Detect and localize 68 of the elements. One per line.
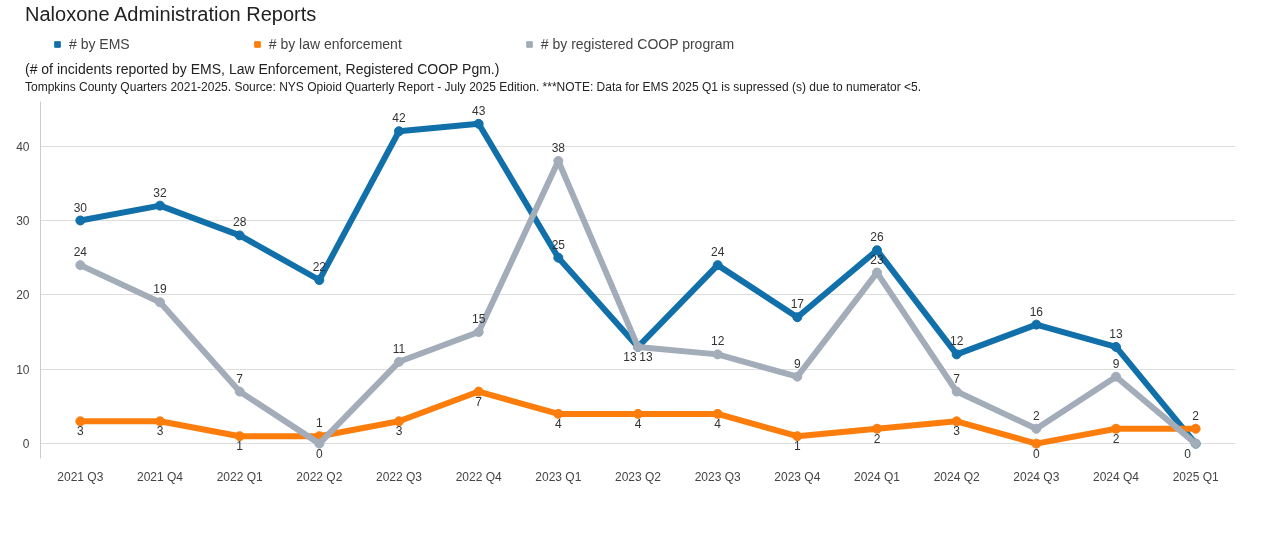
data-label: 42 (392, 110, 406, 125)
data-label: 15 (471, 311, 486, 326)
data-label: 11 (392, 341, 406, 356)
data-label: 43 (471, 103, 486, 118)
data-label: 1 (794, 438, 801, 453)
x-tick-label: 2022 Q2 (296, 469, 343, 484)
data-label: 13 (1109, 326, 1123, 341)
data-label: 24 (73, 244, 88, 259)
chart-title: Naloxone Administration Reports (25, 2, 317, 27)
data-label: 9 (1112, 356, 1120, 371)
x-tick-label: 2022 Q3 (375, 469, 423, 484)
x-tick-label: 2022 Q4 (455, 469, 503, 484)
data-label: 24 (710, 244, 725, 259)
data-label: 12 (710, 334, 725, 349)
data-label: 0 (316, 446, 323, 461)
data-label: 12 (949, 334, 964, 349)
legend-label: # by EMS (69, 35, 130, 52)
data-label: 0 (1033, 446, 1040, 461)
data-label: 7 (953, 371, 961, 386)
x-tick-label: 2024 Q1 (853, 469, 901, 484)
data-label: 2 (1192, 408, 1200, 423)
data-label: 17 (790, 296, 805, 311)
y-tick-label: 20 (16, 288, 30, 303)
x-tick-label: 2023 Q2 (614, 469, 662, 484)
data-label: 4 (634, 416, 642, 431)
data-label: 25 (551, 237, 566, 252)
y-tick-label: 10 (16, 362, 30, 377)
y-tick-label: 0 (22, 436, 30, 451)
data-label: 3 (156, 424, 164, 439)
x-tick-label: 2024 Q4 (1092, 469, 1140, 484)
legend-label: # by law enforcement (268, 35, 402, 52)
data-label: 3 (77, 424, 84, 439)
data-label: 30 (73, 200, 88, 215)
x-tick-label: 2025 Q1 (1172, 469, 1220, 484)
x-tick-label: 2023 Q3 (694, 469, 742, 484)
x-tick-label: 2022 Q1 (216, 469, 264, 484)
data-label: 4 (555, 416, 562, 431)
y-tick-label: 30 (16, 213, 30, 228)
x-tick-label: 2021 Q4 (136, 469, 184, 484)
x-tick-label: 2023 Q1 (535, 469, 582, 484)
text: Tompkins County Quarters 2021-2025. Source: NYS Opioid Quarterly Report - July 2025 Edition. ***NOTE: Data for EMS 2025 Q1 is supressed (s) due to numerator <5. (25, 78, 922, 96)
data-label: 3 (395, 424, 403, 439)
x-tick-label: 2024 Q3 (1013, 469, 1060, 484)
data-label: 1 (236, 438, 244, 453)
x-tick-label: 2021 Q3 (57, 469, 104, 484)
data-label: 7 (475, 394, 483, 409)
data-label: 13 (623, 349, 637, 364)
data-label: 2 (1112, 431, 1120, 446)
data-label: 16 (1029, 304, 1044, 319)
data-label: 7 (236, 371, 244, 386)
data-label: 1 (316, 415, 323, 430)
data-label: 19 (153, 282, 167, 297)
legend-label: # by registered COOP program (540, 35, 735, 52)
data-label: 38 (551, 140, 566, 155)
y-tick-label: 40 (16, 139, 30, 154)
data-label: 2 (873, 431, 881, 446)
data-label: 28 (232, 215, 247, 230)
data-label: 3 (953, 424, 961, 439)
chart-subtitle: (# of incidents reported by EMS, Law Enforcement, Registered COOP Pgm.) (25, 59, 500, 79)
data-label: 0 (1184, 446, 1192, 461)
data-label: 2 (1033, 408, 1040, 423)
data-label: 13 (639, 349, 653, 364)
x-tick-label: 2023 Q4 (774, 469, 821, 484)
data-label: 4 (714, 416, 722, 431)
data-label: 9 (794, 356, 801, 371)
x-tick-label: 2024 Q2 (933, 469, 981, 484)
data-label: 32 (153, 185, 167, 200)
data-label: 26 (870, 229, 884, 244)
